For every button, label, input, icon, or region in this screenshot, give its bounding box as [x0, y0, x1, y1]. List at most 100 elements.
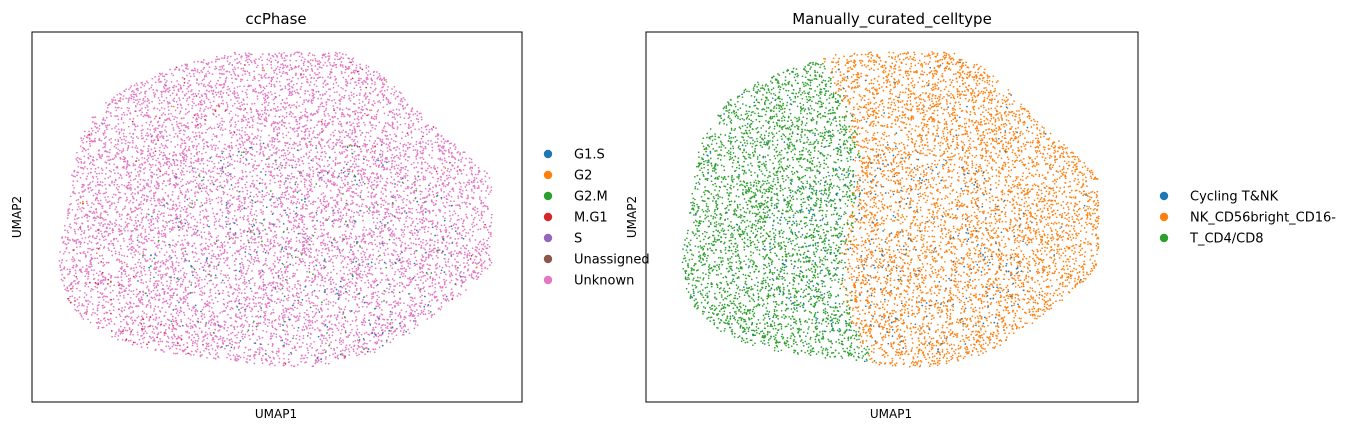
scatter-point	[241, 104, 244, 106]
scatter-point	[103, 295, 105, 297]
scatter-point	[179, 307, 182, 309]
scatter-point	[192, 116, 195, 119]
scatter-point	[250, 278, 252, 281]
scatter-point	[483, 226, 485, 228]
scatter-point	[292, 83, 295, 86]
scatter-point	[131, 192, 134, 194]
scatter-point	[206, 244, 209, 247]
scatter-point	[190, 354, 192, 356]
scatter-point	[353, 87, 356, 90]
scatter-point	[239, 317, 242, 320]
scatter-point	[413, 305, 416, 307]
scatter-point	[178, 201, 181, 204]
scatter-point	[401, 265, 403, 267]
scatter-point	[318, 60, 321, 62]
scatter-point	[292, 153, 295, 156]
scatter-point	[159, 163, 162, 165]
scatter-point	[458, 233, 461, 235]
scatter-point	[358, 235, 361, 238]
scatter-point	[111, 202, 113, 204]
scatter-point	[261, 298, 264, 301]
scatter-point	[460, 172, 463, 175]
scatter-point	[89, 227, 92, 229]
scatter-point	[317, 308, 320, 311]
scatter-point	[375, 258, 378, 260]
scatter-point	[200, 101, 202, 104]
scatter-point	[75, 158, 78, 160]
scatter-point	[465, 157, 467, 160]
scatter-point	[83, 148, 86, 150]
scatter-point	[415, 118, 418, 120]
scatter-point	[219, 272, 222, 275]
scatter-point	[377, 210, 380, 213]
scatter-point	[259, 201, 262, 203]
scatter-point	[418, 128, 420, 131]
scatter-point	[67, 231, 70, 234]
scatter-point	[126, 315, 129, 317]
scatter-point	[225, 156, 228, 159]
scatter-point	[439, 228, 442, 231]
scatter-point	[189, 318, 192, 321]
scatter-point	[480, 243, 483, 246]
scatter-point	[442, 215, 444, 218]
scatter-point	[280, 196, 282, 199]
scatter-point	[471, 234, 474, 237]
scatter-point	[277, 354, 279, 357]
scatter-point	[143, 140, 146, 143]
scatter-point	[209, 291, 212, 294]
scatter-point	[203, 102, 206, 104]
scatter-point	[259, 144, 261, 146]
scatter-point	[173, 176, 176, 179]
scatter-point	[246, 133, 248, 136]
scatter-point	[221, 214, 224, 217]
scatter-point	[281, 191, 284, 194]
scatter-point	[460, 161, 462, 163]
scatter-point	[63, 224, 66, 227]
scatter-point	[344, 156, 347, 159]
scatter-point	[267, 343, 270, 346]
scatter-point	[132, 93, 135, 96]
scatter-point	[281, 115, 284, 118]
scatter-point	[241, 90, 244, 93]
scatter-point	[358, 73, 360, 75]
scatter-point	[144, 273, 147, 276]
scatter-point	[318, 185, 321, 187]
scatter-point	[264, 262, 267, 265]
scatter-point	[264, 288, 267, 291]
scatter-point	[108, 273, 110, 275]
scatter-point	[444, 140, 446, 143]
scatter-point	[453, 200, 455, 203]
scatter-point	[203, 278, 206, 281]
scatter-point	[145, 215, 148, 218]
scatter-point	[473, 191, 475, 194]
scatter-point	[295, 236, 298, 239]
scatter-point	[423, 308, 426, 311]
scatter-point	[206, 199, 208, 202]
scatter-point	[247, 150, 250, 153]
scatter-point	[216, 153, 218, 156]
scatter-point	[215, 188, 218, 191]
scatter-point	[264, 312, 266, 315]
scatter-point	[412, 199, 415, 202]
scatter-point	[140, 91, 142, 94]
scatter-point	[250, 143, 253, 145]
scatter-point	[183, 173, 185, 176]
scatter-point	[363, 314, 366, 316]
scatter-point	[391, 182, 394, 185]
scatter-point	[401, 100, 404, 103]
scatter-point	[124, 139, 127, 142]
scatter-point	[238, 177, 241, 180]
scatter-point	[443, 179, 446, 182]
scatter-point	[290, 228, 293, 231]
scatter-point	[296, 269, 298, 271]
scatter-point	[435, 199, 438, 202]
scatter-point	[322, 217, 325, 219]
scatter-point	[193, 205, 195, 208]
scatter-point	[288, 311, 291, 314]
scatter-point	[404, 135, 407, 138]
scatter-point	[140, 113, 142, 116]
scatter-point	[77, 217, 80, 219]
scatter-point	[103, 306, 106, 309]
scatter-point	[311, 166, 314, 169]
scatter-point	[413, 297, 416, 299]
